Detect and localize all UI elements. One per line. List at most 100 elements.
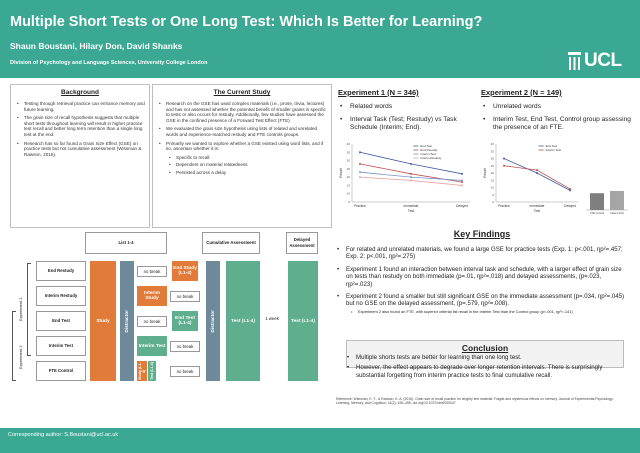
experiment1-line-chart: 5 10 15 20 25 30 35 40 Practice Immediate Delayed T… [339,142,470,213]
y-tick-label: 15 [347,183,351,187]
header-cumulative: Cumulative Assessment [202,232,260,254]
ucl-logo-text: UCL [584,50,622,71]
experiment2-chart: 0 5 10 15 20 25 30 35 40 Practice Immediate Delayed… [482,140,582,218]
series-line [503,158,571,191]
distractor-block-2: Distractor [206,261,220,381]
x-tick-label: Practice [498,204,510,208]
study-block: Study [90,261,116,381]
data-point [410,179,412,182]
one-week-label: 1 week [265,316,279,321]
experiment2-bracket [12,311,16,381]
row-end-restudy: End Restudy [36,261,86,281]
legend-label: End Test [420,144,432,148]
row-end-test: End Test [36,311,86,331]
legend-label: Interim Test [420,152,436,156]
key-findings-list: For related and unrelated materials, we … [336,246,628,320]
bar [590,193,604,210]
legend-label: End Restudy [420,148,438,152]
interim-study-label: Interim Study [144,291,160,301]
no-break-1: no break [137,266,167,277]
list-item: Experiment 2 found a smaller but still s… [336,293,628,308]
y-tick-label: 15 [491,178,495,182]
y-tick-label: 30 [347,159,351,163]
end-study-block: End Study (L1-4) [172,261,198,281]
bar [610,190,624,210]
data-point [359,176,361,179]
experiment1-bracket [27,263,31,356]
end-test-label: End Test (L1-4) [175,316,195,326]
list-item: Research has so far found a Grain Size E… [16,141,146,158]
no-break-5: no break [170,366,200,377]
y-tick-label: 35 [491,149,495,153]
list-item: Specific to recall [158,155,328,161]
row-interim-restudy: Interim Restudy [36,286,86,306]
poster-title: Multiple Short Tests or One Long Test: W… [10,14,483,30]
ucl-logo: UCL [568,50,632,74]
list-item: Unrelated words [483,103,631,111]
experiment2-list: Unrelated words Interim Test, End Test, … [483,103,631,137]
y-tick-label: 20 [347,175,351,179]
data-point [503,164,505,167]
y-tick-label: 20 [491,171,495,175]
list-item: We evaluated the grain size hypothesis u… [158,126,328,137]
poster-footer: Corresponding author: S.Boustani@ucl.ac.… [0,428,640,453]
header-list: List 1-4 [85,232,167,254]
x-tick-label: Practice [354,204,366,208]
data-point [461,179,463,182]
data-point [569,189,571,192]
no-break-4: no break [170,341,200,352]
end-study-label: End Study (L1-4) [173,266,197,276]
test-small-label: Test (L1-4) [150,362,154,380]
data-point [359,151,361,154]
list-item: Experiment 2 also found an FTE, with sup… [336,309,628,315]
department-affiliation: Division of Psychology and Language Scie… [10,60,208,66]
experiment1-chart: 5 10 15 20 25 30 35 40 Practice Immediate Delayed T… [336,140,476,218]
experiment2-title: Experiment 2 (N = 149) [481,88,562,97]
y-axis-label: Recall [483,168,487,178]
interim-study-block: Interim Study [137,286,167,306]
list-item: Multiple shorts tests are better for lea… [346,354,626,362]
conclusion-title: Conclusion [461,343,509,353]
list-item: Interim Test, End Test, Control group as… [483,116,631,132]
experiment2-bar-chart: FTE Control Interim Test [586,190,628,215]
list-item: Research on the GSE has used complex mat… [158,101,328,123]
row-fte-control: FTE Control [36,361,86,381]
study-small-block: Study (L1-4) [137,361,147,381]
contact-email: Corresponding author: S.Boustani@ucl.ac.… [8,432,119,438]
interim-test-label: Interim Test [138,343,166,349]
no-break-2: no break [137,316,167,327]
distractor-label-2: Distractor [210,309,216,333]
y-tick-label: 10 [491,186,495,190]
y-axis-label: Recall [339,168,343,178]
background-title: Background [61,89,99,96]
end-test-block: End Test (L1-4) [172,311,198,331]
experiment2-bracket-label: Experiment 2 [18,345,23,369]
cumulative-test-label: Test (L1-4) [231,318,255,324]
row-interim-test: Interim Test [36,336,86,356]
background-panel: Background Testing through retrieval pra… [10,84,150,228]
legend-label: Interim Test [546,148,562,152]
list-item: Dependent on material relatedness [158,162,328,168]
poster-header: Multiple Short Tests or One Long Test: W… [0,0,640,78]
x-tick-label: Immediate [404,204,419,208]
current-study-title: The Current Study [213,89,271,96]
test-small-block: Test (L1-4) [148,361,156,381]
data-point [461,181,463,184]
list-item: Interval Task (Test; Restudy) vs Task Sc… [340,116,480,132]
data-point [359,171,361,174]
x-axis-label: Test [408,209,414,213]
bar-label: FTE Control [590,211,604,215]
experiment1-bracket-label: Experiment 1 [18,297,23,321]
current-study-list: Research on the GSE has used complex mat… [158,101,328,178]
reference: Reference: Wissman, K. T., & Rawson, K. … [336,397,614,406]
y-tick-label: 5 [492,193,494,197]
legend-label: End Test [546,144,558,148]
y-tick-label: 25 [491,164,495,168]
list-item: For related and unrelated materials, we … [336,246,628,261]
y-tick-label: 5 [348,200,350,204]
list-item: Experiment 1 found an interaction betwee… [336,266,628,288]
y-tick-label: 30 [491,157,495,161]
no-break-3: no break [170,291,200,302]
y-tick-label: 40 [347,142,351,146]
experiment2-line-chart: 0 5 10 15 20 25 30 35 40 Practice Immediate Delayed… [483,142,578,213]
